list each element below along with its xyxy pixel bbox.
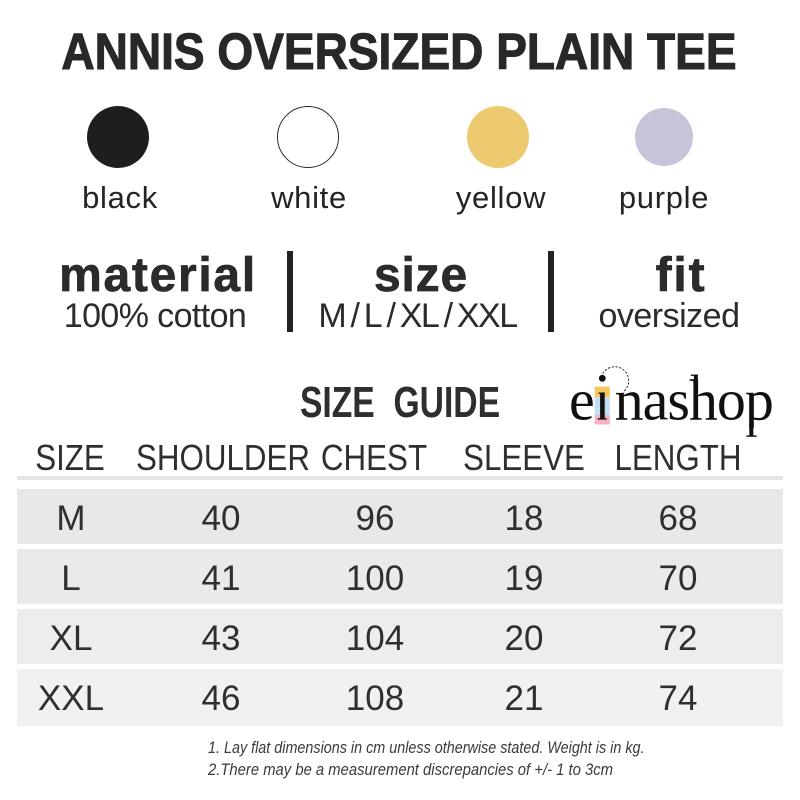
svg-text:e: e xyxy=(569,368,595,433)
svg-text:nashop: nashop xyxy=(615,368,773,433)
